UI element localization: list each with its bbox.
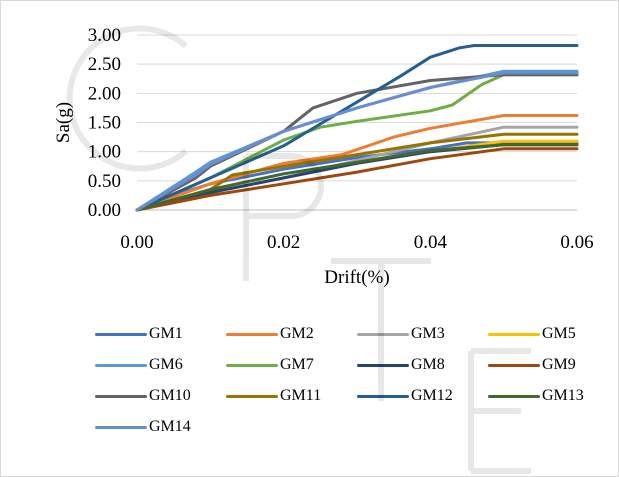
legend-item-gm1: GM1: [95, 323, 183, 345]
legend-label: GM14: [149, 418, 191, 435]
legend-swatch: [95, 425, 147, 429]
chart-plot: 0.000.501.001.502.002.503.00 0.00 0.02 0.0…: [53, 25, 594, 288]
x-tick-labels: 0.00 0.02 0.04 0.06: [120, 232, 593, 253]
legend-label: GM5: [542, 325, 576, 342]
legend-swatch: [95, 332, 147, 336]
legend-label: GM2: [280, 325, 314, 342]
legend-swatch: [488, 394, 540, 398]
y-tick-label: 3.00: [88, 25, 121, 46]
y-tick-label: 2.50: [88, 54, 121, 75]
x-tick-label: 0.06: [560, 232, 593, 253]
x-tick-label: 0.02: [267, 232, 300, 253]
watermark-letters: [66, 25, 531, 474]
series-line-gm12: [135, 44, 579, 212]
legend-item-gm8: GM8: [357, 354, 445, 376]
y-tick-label: 0.50: [88, 171, 121, 192]
series-line-gm14: [135, 71, 579, 212]
series-line-gm9: [135, 147, 579, 212]
y-tick-label: 1.00: [88, 142, 121, 163]
legend-swatch: [357, 363, 409, 367]
series-line-gm7: [135, 73, 579, 212]
y-tick-label: 0.00: [88, 200, 121, 221]
legend-label: GM3: [411, 325, 445, 342]
y-axis-title: Sa(g): [53, 102, 74, 143]
legend-item-gm2: GM2: [226, 323, 314, 345]
legend-label: GM6: [149, 356, 183, 373]
legend-label: GM8: [411, 356, 445, 373]
legend-label: GM1: [149, 325, 183, 342]
legend-swatch: [226, 363, 278, 367]
legend: GM1 GM2 GM3 GM5 GM6 GM7 GM8 GM9 GM10 GM11 GM12 GM13…: [95, 323, 595, 473]
legend-item-gm11: GM11: [226, 385, 321, 407]
y-tick-label: 1.50: [88, 113, 121, 134]
legend-swatch: [95, 394, 147, 398]
x-tick-label: 0.00: [120, 232, 153, 253]
legend-item-gm10: GM10: [95, 385, 191, 407]
legend-label: GM7: [280, 356, 314, 373]
legend-swatch: [488, 332, 540, 336]
legend-swatch: [95, 363, 147, 367]
y-tick-labels: 0.00 0.50 1.00 1.50 2.00 2.50 3.00: [88, 25, 121, 221]
x-axis-title: Drift(%): [324, 267, 389, 288]
legend-item-gm3: GM3: [357, 323, 445, 345]
series-lines: [135, 44, 579, 212]
legend-item-gm14: GM14: [95, 416, 191, 438]
legend-swatch: [357, 332, 409, 336]
legend-item-gm6: GM6: [95, 354, 183, 376]
legend-label: GM11: [280, 387, 322, 404]
legend-item-gm12: GM12: [357, 385, 453, 407]
legend-item-gm5: GM5: [488, 323, 576, 345]
legend-swatch: [488, 363, 540, 367]
legend-item-gm9: GM9: [488, 354, 576, 376]
legend-swatch: [357, 394, 409, 398]
legend-item-gm7: GM7: [226, 354, 314, 376]
x-tick-label: 0.04: [414, 232, 448, 253]
legend-label: GM9: [542, 356, 576, 373]
legend-swatch: [226, 394, 278, 398]
legend-item-gm13: GM13: [488, 385, 584, 407]
legend-label: GM12: [411, 387, 453, 404]
y-tick-label: 2.00: [88, 83, 121, 104]
series-line-gm13: [135, 143, 579, 212]
legend-swatch: [226, 332, 278, 336]
legend-label: GM10: [149, 387, 191, 404]
series-line-gm10: [135, 73, 579, 212]
legend-label: GM13: [542, 387, 584, 404]
series-line-gm11: [135, 132, 579, 212]
